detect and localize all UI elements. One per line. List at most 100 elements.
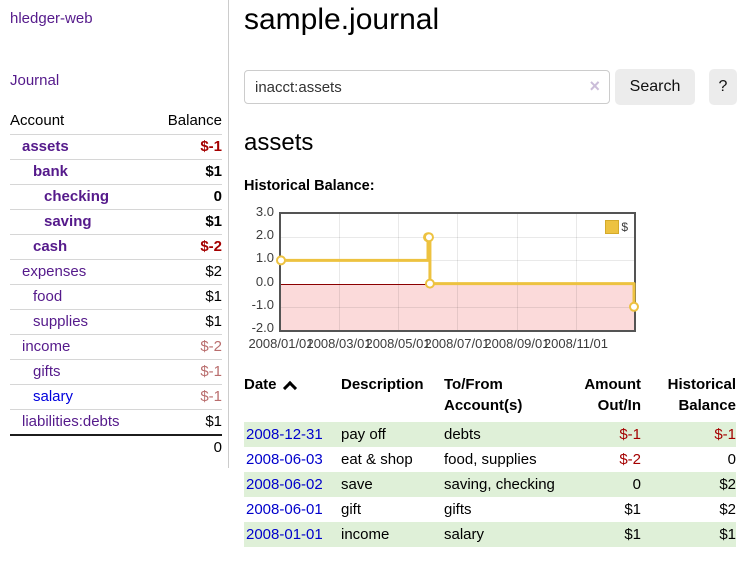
account-row: checking 0 bbox=[10, 184, 222, 209]
account-link[interactable]: cash bbox=[33, 238, 68, 255]
account-balance: $-2 bbox=[200, 238, 222, 255]
account-link[interactable]: checking bbox=[44, 188, 110, 205]
account-balance: $1 bbox=[205, 313, 222, 330]
search-form: × Search ? bbox=[244, 69, 737, 105]
balance-chart: $ 3.0 2.0 1.0 0.0 -1.0 -2.0 2008/01/01 2008/03/… bbox=[244, 205, 684, 352]
transaction-description: gift bbox=[341, 500, 362, 518]
data-point-marker bbox=[423, 232, 434, 243]
legend-swatch-icon bbox=[605, 220, 620, 234]
transaction-amount: $-1 bbox=[619, 425, 641, 443]
account-row: expenses $2 bbox=[10, 259, 222, 284]
account-link[interactable]: bank bbox=[33, 163, 69, 180]
vertical-gridline bbox=[516, 214, 518, 330]
accounts-column-header: To/From Account(s) bbox=[444, 376, 523, 414]
plot-area: $ bbox=[276, 212, 639, 332]
account-balance-table: Account Balance assets $-1 bank $1 checking 0… bbox=[10, 108, 222, 460]
account-link[interactable]: saving bbox=[44, 213, 92, 230]
y-axis-tick-label: -2.0 bbox=[251, 320, 274, 335]
account-link[interactable]: food bbox=[33, 288, 63, 305]
transaction-accounts: salary bbox=[444, 525, 485, 543]
search-button[interactable]: Search bbox=[615, 69, 695, 105]
balance-column-header-main: Historical Balance bbox=[667, 376, 736, 414]
sort-ascending-icon bbox=[282, 380, 297, 396]
x-axis-tick-label: 2008/05/01 bbox=[365, 336, 431, 351]
vertical-gridline bbox=[339, 214, 341, 330]
search-box: × bbox=[244, 70, 610, 104]
account-link[interactable]: gifts bbox=[33, 363, 61, 380]
transaction-accounts: saving, checking bbox=[444, 475, 555, 493]
account-row: salary $-1 bbox=[10, 384, 222, 409]
account-link[interactable]: supplies bbox=[33, 313, 89, 330]
account-balance: $-1 bbox=[200, 138, 222, 155]
transaction-accounts: food, supplies bbox=[444, 450, 537, 468]
vertical-gridline bbox=[575, 214, 577, 330]
account-row: income $-2 bbox=[10, 334, 222, 359]
main-content: sample.journal × Search ? assets Histori… bbox=[229, 0, 742, 547]
account-row: liabilities:debts $1 bbox=[10, 409, 222, 434]
y-axis-tick-label: 0.0 bbox=[255, 273, 274, 289]
x-axis-tick-label: 2008/07/01 bbox=[424, 336, 490, 351]
account-row: gifts $-1 bbox=[10, 359, 222, 384]
app-brand-link[interactable]: hledger-web bbox=[10, 10, 93, 27]
transaction-balance: $1 bbox=[719, 525, 736, 543]
clear-search-icon[interactable]: × bbox=[589, 76, 600, 96]
account-balance: $2 bbox=[205, 263, 222, 280]
data-point-marker bbox=[276, 255, 286, 266]
account-balance: $-1 bbox=[200, 363, 222, 380]
account-row: assets $-1 bbox=[10, 134, 222, 159]
data-point-marker bbox=[629, 301, 639, 312]
account-balance: $-2 bbox=[200, 338, 222, 355]
account-row: cash $-2 bbox=[10, 234, 222, 259]
y-axis-tick-label: -1.0 bbox=[251, 296, 274, 312]
data-point-marker bbox=[424, 278, 435, 289]
vertical-gridline bbox=[398, 214, 400, 330]
transaction-description: save bbox=[341, 475, 373, 493]
amount-column-header: Amount Out/In bbox=[584, 376, 641, 414]
x-axis-tick-label: 2008/11/01 bbox=[543, 336, 609, 351]
negative-region bbox=[281, 283, 634, 330]
account-link[interactable]: liabilities:debts bbox=[22, 413, 120, 430]
balance-column-header: Balance bbox=[167, 112, 222, 129]
transaction-balance: $-1 bbox=[714, 425, 736, 443]
transaction-date-link[interactable]: 2008-06-02 bbox=[246, 475, 323, 493]
transaction-date-link[interactable]: 2008-12-31 bbox=[246, 425, 323, 443]
sidebar-item-journal[interactable]: Journal bbox=[10, 72, 60, 89]
account-table-header: Account Balance bbox=[10, 108, 222, 134]
transaction-accounts: gifts bbox=[444, 500, 472, 518]
date-column-header[interactable]: Date bbox=[244, 372, 341, 422]
account-link[interactable]: income bbox=[22, 338, 71, 355]
transaction-date-link[interactable]: 2008-06-01 bbox=[246, 500, 323, 518]
account-row: food $1 bbox=[10, 284, 222, 309]
description-column-header: Description bbox=[341, 376, 424, 393]
y-axis-tick-label: 2.0 bbox=[255, 227, 274, 243]
account-tree: assets $-1 bank $1 checking 0 saving $1 cash $-2 e… bbox=[10, 134, 222, 434]
chart-title: Historical Balance: bbox=[244, 178, 375, 194]
transaction-amount: 0 bbox=[632, 475, 641, 493]
transaction-date-link[interactable]: 2008-01-01 bbox=[246, 525, 323, 543]
account-total-row: 0 bbox=[10, 434, 222, 460]
account-link[interactable]: salary bbox=[33, 388, 74, 405]
account-heading: assets bbox=[244, 129, 314, 156]
x-axis-tick-label: 2008/03/01 bbox=[306, 336, 372, 351]
horizontal-gridline bbox=[281, 237, 634, 239]
y-axis-tick-label: 1.0 bbox=[255, 250, 274, 266]
account-total-value: 0 bbox=[213, 439, 222, 456]
account-link[interactable]: assets bbox=[22, 138, 69, 155]
transaction-description: pay off bbox=[341, 425, 386, 443]
account-row: bank $1 bbox=[10, 159, 222, 184]
register-row: 2008-06-01 gift gifts $1 $2 bbox=[244, 497, 736, 522]
account-row: saving $1 bbox=[10, 209, 222, 234]
account-column-header: Account bbox=[10, 112, 65, 129]
transaction-date-link[interactable]: 2008-06-03 bbox=[246, 450, 323, 468]
account-balance: $-1 bbox=[200, 388, 222, 405]
transaction-amount: $-2 bbox=[619, 450, 641, 468]
transaction-description: eat & shop bbox=[341, 450, 413, 468]
help-button[interactable]: ? bbox=[709, 69, 737, 105]
search-input[interactable] bbox=[244, 70, 610, 104]
horizontal-gridline bbox=[281, 260, 634, 262]
transaction-balance: $2 bbox=[719, 475, 736, 493]
transaction-amount: $1 bbox=[624, 500, 641, 518]
transaction-amount: $1 bbox=[624, 525, 641, 543]
x-axis-tick-label: 2008/09/01 bbox=[484, 336, 550, 351]
account-link[interactable]: expenses bbox=[22, 263, 87, 280]
